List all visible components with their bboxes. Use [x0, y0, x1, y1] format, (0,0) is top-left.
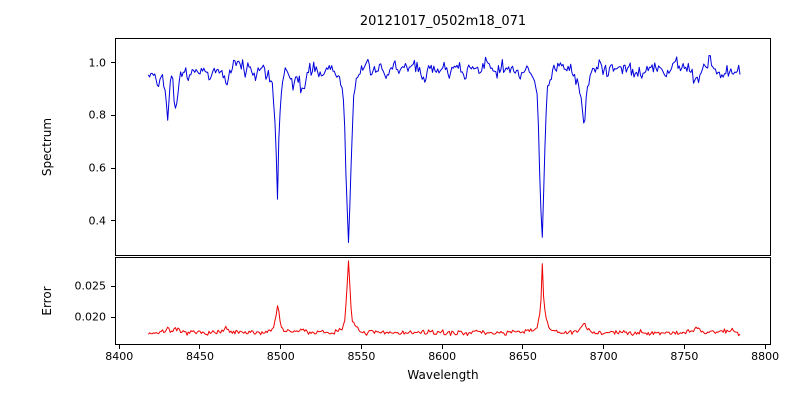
x-tick	[603, 345, 605, 349]
spectrum-panel	[115, 38, 771, 256]
x-tick-label: 8500	[266, 350, 295, 363]
x-tick	[764, 345, 766, 349]
x-tick-label: 8800	[751, 350, 780, 363]
error-panel	[115, 257, 771, 345]
plot-title: 20121017_0502m18_071	[359, 14, 527, 29]
spectrum-y-tick	[111, 220, 115, 222]
x-tick	[280, 345, 282, 349]
x-tick-label: 8750	[670, 350, 699, 363]
x-tick-label: 8700	[589, 350, 618, 363]
x-tick-label: 8650	[508, 350, 537, 363]
spectrum-trace	[147, 55, 741, 243]
error-trace	[147, 260, 741, 337]
spectrum-y-tick-label: 0.4	[88, 214, 107, 228]
x-tick	[441, 345, 443, 349]
spectrum-y-tick-label: 1.0	[88, 56, 107, 70]
x-axis-label: Wavelength	[407, 368, 479, 382]
error-plot-area	[147, 260, 741, 337]
x-tick	[360, 345, 362, 349]
spectrum-y-tick-label: 0.6	[88, 161, 107, 175]
x-tick-label: 8600	[428, 350, 457, 363]
error-y-tick	[111, 316, 115, 318]
x-tick	[199, 345, 201, 349]
spectrum-y-tick	[111, 62, 115, 64]
x-tick-label: 8400	[105, 350, 134, 363]
spectrum-y-tick-label: 0.8	[88, 108, 107, 122]
spectrum-plot-area	[147, 55, 741, 243]
x-tick	[683, 345, 685, 349]
spectrum-y-tick	[111, 114, 115, 116]
x-tick-label: 8550	[347, 350, 376, 363]
error-y-tick-label: 0.025	[74, 279, 107, 293]
x-tick	[118, 345, 120, 349]
error-y-tick	[111, 285, 115, 287]
error-y-tick-label: 0.020	[74, 310, 107, 324]
x-tick	[522, 345, 524, 349]
x-tick-label: 8450	[185, 350, 214, 363]
spectrum-y-tick	[111, 167, 115, 169]
